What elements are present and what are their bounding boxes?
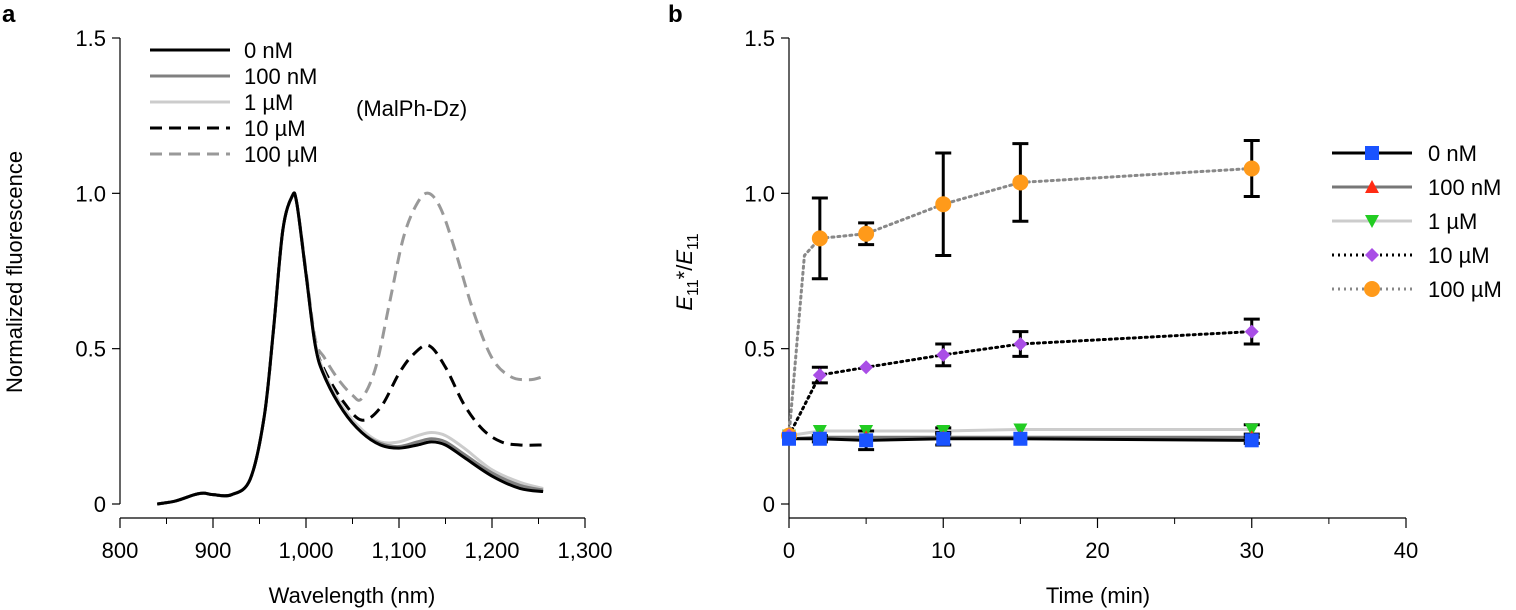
panel-b-data-point	[1244, 324, 1259, 339]
panel-b-y-tick-label: 1.0	[744, 181, 775, 206]
panel-a-y-tick-label: 1.0	[75, 181, 106, 206]
panel-b-legend-label: 0 nM	[1428, 141, 1477, 166]
panel-b-legend-marker	[1365, 215, 1379, 228]
panel-b-data-point	[1012, 174, 1029, 191]
panel-b-x-tick-label: 30	[1240, 538, 1264, 563]
panel-b-data-point	[1244, 423, 1259, 437]
panel-b-legend-marker	[1365, 248, 1379, 262]
panel-b-data-point	[859, 433, 874, 448]
panel-b-letter: b	[668, 1, 683, 28]
panel-b-data-point	[1013, 337, 1028, 352]
panel-b-legend-marker	[1365, 146, 1379, 160]
panel-b-data-point	[811, 230, 828, 247]
panel-b-data-point	[935, 196, 952, 213]
panel-a-series-line-3	[156, 191, 544, 506]
panel-a-series-line-1	[156, 191, 544, 506]
panel-b-y-tick-label: 1.5	[744, 26, 775, 51]
panel-b-series	[781, 139, 1260, 452]
ylabel-e1: E	[672, 296, 697, 311]
panel-b-data-point	[812, 431, 827, 446]
panel-b-legend-label: 1 µM	[1428, 209, 1477, 234]
panel-a-legend-label: 0 nM	[244, 38, 293, 63]
panel-b-x-tick-label: 0	[783, 538, 795, 563]
panel-a-legend-label: 10 µM	[244, 116, 306, 141]
panel-a-legend-label: 100 µM	[244, 142, 318, 167]
panel-b-data-point	[1243, 160, 1260, 177]
panel-b-legend-marker	[1365, 180, 1379, 193]
panel-a: a 0 0.5 1.0 1.5 800 900 1,000 1,100 1,200 1,300 0…	[2, 1, 613, 608]
panel-b-y-axis-label: E11*/E11	[672, 233, 702, 310]
ylabel-star: */	[672, 264, 697, 280]
panel-b-legend-marker	[1364, 281, 1380, 297]
panel-a-legend-label: 100 nM	[244, 64, 317, 89]
ylabel-sub2: 11	[685, 233, 702, 250]
panel-b-legend-label: 100 µM	[1428, 277, 1502, 302]
ylabel-sub1: 11	[685, 279, 702, 296]
panel-b-series-line-3	[787, 330, 1254, 438]
panel-b-axes: 0 0.5 1.0 1.5 0 10 20 30 40	[744, 26, 1418, 563]
panel-a-y-tick-label: 0	[94, 492, 106, 517]
panel-b-data-point	[936, 431, 951, 446]
panel-b-x-axis-label: Time (min)	[1046, 583, 1150, 608]
panel-b-legend-label: 100 nM	[1428, 175, 1501, 200]
panel-b-y-tick-label: 0.5	[744, 337, 775, 362]
panel-a-legend-annotation: (MalPh-Dz)	[356, 96, 467, 121]
panel-a-x-tick-label: 1,000	[278, 538, 333, 563]
panel-a-series	[156, 191, 544, 506]
panel-a-y-axis-label: Normalized fluorescence	[2, 151, 27, 393]
panel-b-data-point	[1013, 423, 1028, 437]
panel-a-x-axis-label: Wavelength (nm)	[269, 583, 436, 608]
panel-b-x-tick-label: 20	[1085, 538, 1109, 563]
panel-a-x-tick-label: 1,300	[557, 538, 612, 563]
panel-b-x-tick-label: 40	[1394, 538, 1418, 563]
panel-b-legend: 0 nM 100 nM 1 µM 10 µM 100 µM	[1332, 141, 1502, 302]
panel-b-data-point	[858, 225, 875, 242]
ylabel-e2: E	[672, 250, 697, 265]
panel-a-series-line-0	[156, 191, 544, 506]
panel-a-series-line-4	[156, 191, 544, 506]
panel-a-x-tick-label: 900	[195, 538, 232, 563]
panel-b-data-point	[812, 368, 827, 383]
panel-a-x-tick-label: 1,200	[464, 538, 519, 563]
panel-b: b 0 0.5 1.0 1.5 0 10 20 30 40 0 nM 100 nM 1 µM 10 µ…	[668, 1, 1502, 608]
panel-a-series-line-2	[156, 191, 544, 506]
panel-b-y-tick-label: 0	[763, 492, 775, 517]
panel-b-legend-label: 10 µM	[1428, 243, 1490, 268]
panel-a-letter: a	[2, 1, 16, 28]
panel-b-data-point	[1013, 431, 1028, 446]
panel-b-data-point	[782, 431, 796, 446]
panel-a-x-tick-label: 1,100	[371, 538, 426, 563]
panel-a-y-tick-label: 0.5	[75, 337, 106, 362]
panel-a-legend-label: 1 µM	[244, 90, 293, 115]
panel-a-x-tick-label: 800	[102, 538, 139, 563]
panel-b-x-tick-label: 10	[931, 538, 955, 563]
panel-b-data-point	[936, 347, 951, 362]
panel-b-data-point	[1244, 433, 1259, 448]
panel-a-y-tick-label: 1.5	[75, 26, 106, 51]
panel-a-axes: 0 0.5 1.0 1.5 800 900 1,000 1,100 1,200 1,300	[75, 26, 612, 563]
panel-b-data-point	[859, 360, 874, 375]
